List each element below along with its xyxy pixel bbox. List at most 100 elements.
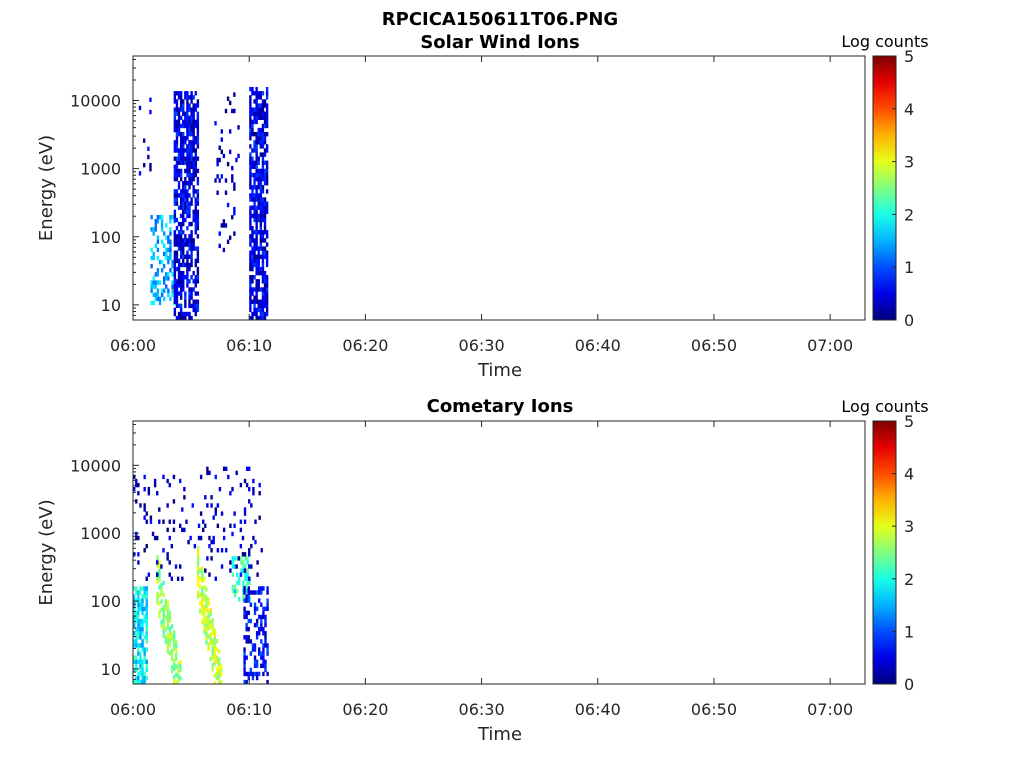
spectrogram-cell — [175, 279, 179, 284]
spectrogram-cell — [175, 644, 178, 649]
spectrogram-cell — [213, 673, 217, 678]
spectrogram-cell — [194, 168, 197, 174]
spectrogram-cell — [260, 548, 263, 553]
spectrogram-cell — [255, 95, 258, 100]
spectrogram-cell — [147, 146, 150, 152]
spectrogram-cell — [192, 185, 195, 190]
spectrogram-cell — [186, 283, 189, 288]
spectrogram-cell — [133, 659, 136, 664]
spectrogram-cell — [186, 275, 189, 280]
spectrogram-cell — [152, 300, 155, 306]
spectrogram-cell — [190, 221, 193, 227]
spectrogram-cell — [196, 189, 200, 194]
spectrogram-cell — [156, 292, 160, 298]
spectrogram-cell — [193, 543, 197, 549]
spectrogram-cell — [179, 275, 183, 280]
spectrogram-cell — [179, 254, 183, 259]
spectrogram-cell — [211, 646, 214, 652]
spectrogram-cell — [162, 625, 165, 630]
spectrogram-cell — [259, 176, 263, 182]
spectrogram-cell — [249, 127, 252, 133]
spectrogram-cell — [211, 638, 214, 643]
spectrogram-cell — [251, 148, 254, 153]
spectrogram-cell — [175, 136, 179, 141]
spectrogram-cell — [245, 598, 248, 603]
spectrogram-cell — [266, 643, 269, 648]
spectrogram-cell — [243, 507, 247, 512]
spectrogram-cell — [264, 618, 267, 624]
spectrogram-cell — [175, 127, 179, 133]
spectrogram-cell — [196, 156, 200, 161]
spectrogram-cell — [213, 628, 217, 634]
spectrogram-cell — [253, 181, 256, 186]
spectrogram-cell — [217, 677, 221, 683]
spectrogram-cell — [145, 576, 148, 581]
spectrogram-cell — [187, 539, 190, 545]
spectrogram-cell — [186, 152, 189, 157]
spectrogram-cell — [207, 642, 210, 647]
spectrogram-cell — [259, 307, 263, 313]
spectrogram-cell — [253, 242, 256, 247]
spectrogram-cell — [177, 662, 180, 667]
spectrogram-cell — [261, 234, 265, 239]
spectrogram-cell — [249, 295, 252, 300]
spectrogram-cell — [218, 145, 221, 150]
spectrogram-cell — [145, 598, 148, 603]
spectrogram-cell — [253, 230, 256, 235]
spectrogram-cell — [249, 291, 252, 296]
spectrogram-cell — [184, 140, 187, 145]
spectrogram-cell — [137, 622, 140, 628]
colorbar-tick-label: 2 — [904, 570, 914, 589]
spectrogram-cell — [188, 234, 191, 239]
spectrogram-cell — [251, 160, 254, 165]
spectrogram-cell — [196, 168, 200, 174]
spectrogram-cell — [210, 548, 213, 553]
spectrogram-cell — [179, 283, 183, 288]
spectrogram-cell — [259, 181, 263, 186]
spectrogram-cell — [263, 254, 267, 259]
spectrogram-cell — [177, 95, 181, 100]
spectrogram-cell — [173, 209, 177, 215]
spectrogram-cell — [255, 148, 258, 153]
spectrogram-cell — [192, 144, 195, 149]
spectrogram-cell — [233, 511, 236, 516]
spectrogram-cell — [133, 639, 136, 644]
spectrogram-cell — [188, 181, 191, 186]
spectrogram-cell — [184, 254, 187, 259]
spectrogram-cell — [190, 156, 193, 161]
spectrogram-cell — [177, 674, 180, 679]
spectrogram-cell — [240, 568, 243, 573]
spectrogram-cell — [177, 221, 181, 227]
y-tick-label: 10 — [101, 296, 121, 315]
spectrogram-cell — [218, 243, 221, 249]
spectrogram-cell — [253, 131, 256, 137]
spectrogram-cell — [186, 205, 189, 210]
spectrogram-cell — [165, 276, 168, 281]
spectrogram-cell — [182, 221, 185, 227]
spectrogram-cell — [201, 570, 204, 575]
spectrogram-cell — [228, 149, 232, 155]
spectrogram-cell — [264, 614, 267, 620]
spectrogram-cell — [202, 527, 205, 533]
spectrogram-cell — [259, 303, 263, 309]
spectrogram-cell — [135, 655, 138, 660]
spectrogram-cell — [175, 648, 178, 653]
spectrogram-cell — [257, 168, 260, 174]
spectrogram-cell — [263, 246, 267, 251]
spectrogram-cell — [158, 577, 161, 582]
spectrogram-cell — [133, 594, 136, 599]
spectrogram-cell — [216, 161, 219, 167]
spectrogram-cell — [173, 197, 177, 202]
spectrogram-cell — [184, 217, 187, 223]
spectrogram-cell — [173, 213, 177, 219]
spectrogram-cell — [219, 663, 223, 669]
spectrogram-cell — [196, 545, 200, 550]
spectrogram-cell — [266, 679, 269, 684]
spectrogram-cell — [261, 156, 265, 161]
spectrogram-cell — [264, 667, 267, 673]
spectrogram-cell — [260, 639, 263, 644]
spectrogram-cell — [179, 303, 183, 309]
spectrogram-cell — [164, 635, 167, 640]
spectrogram-cell — [220, 511, 224, 516]
spectrogram-cell — [188, 299, 191, 304]
